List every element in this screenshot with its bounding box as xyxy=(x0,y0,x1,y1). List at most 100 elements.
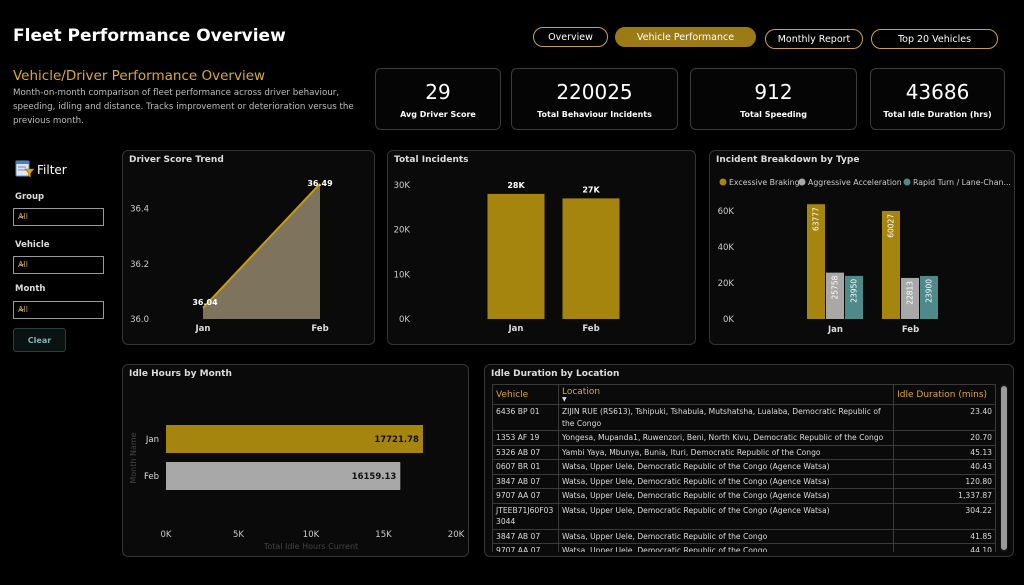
cell-idle-duration: 23.40 xyxy=(893,404,996,431)
table-scrollbar[interactable] xyxy=(1000,384,1008,552)
nav-monthly-report-button[interactable]: Monthly Report xyxy=(765,29,863,49)
x-tick-label: Jan xyxy=(195,324,211,334)
cell-location: ZIJIN RUE (RS613), Tshipuki, Tshabula, M… xyxy=(557,404,895,431)
y-tick-label: Feb xyxy=(144,472,159,482)
y-tick-label: 36.2 xyxy=(130,260,149,270)
kpi-label: Total Idle Duration (hrs) xyxy=(883,110,992,119)
kpi-label: Total Speeding xyxy=(740,110,807,119)
cell-location: Watsa, Upper Uele, Democratic Republic o… xyxy=(557,543,895,552)
legend-marker xyxy=(719,178,727,186)
y-tick-label: 36.0 xyxy=(130,315,149,325)
y-tick-label: 0K xyxy=(399,315,410,325)
table-row[interactable]: 5326 AB 07 Yambi Yaya, Mbunya, Bunia, Itu… xyxy=(492,444,996,460)
scrollbar-thumb[interactable] xyxy=(1001,386,1007,550)
cell-location: Yambi Yaya, Mbunya, Bunia, Ituri, Democr… xyxy=(557,444,895,460)
cell-idle-duration: 40.43 xyxy=(893,459,996,475)
x-tick-label: 20K xyxy=(448,530,465,540)
bar xyxy=(562,198,620,319)
chart-title: Idle Hours by Month xyxy=(129,369,232,379)
cell-idle-duration: 304.22 xyxy=(893,502,996,530)
filter-title: Filter xyxy=(37,163,67,177)
idle-duration-table: Vehicle Location ▼ Idle Duration (mins) … xyxy=(492,384,996,552)
bar xyxy=(901,277,919,319)
cell-idle-duration: 41.85 xyxy=(893,528,996,544)
cell-vehicle: 3847 AB 07 xyxy=(492,528,559,544)
kpi-value: 29 xyxy=(425,80,451,104)
column-header-idle-duration[interactable]: Idle Duration (mins) xyxy=(893,384,996,405)
table-row[interactable]: JTEEB71J60F03 3044 Watsa, Upper Uele, Dem… xyxy=(492,502,996,530)
cell-location: Watsa, Upper Uele, Democratic Republic o… xyxy=(557,528,895,544)
group-select-value: All xyxy=(18,212,28,221)
table-row[interactable]: 6436 BP 01 ZIJIN RUE (RS613), Tshipuki, T… xyxy=(492,404,996,431)
y-axis-title: Month Name xyxy=(129,432,138,483)
cell-idle-duration: 120.80 xyxy=(893,473,996,489)
nav-top20-vehicles-button[interactable]: Top 20 Vehicles xyxy=(871,29,998,49)
table-row[interactable]: 0607 BR 01 Watsa, Upper Uele, Democratic … xyxy=(492,459,996,475)
y-tick-label: 10K xyxy=(394,270,411,280)
data-label: 23950 xyxy=(850,279,859,303)
y-tick-label: 20K xyxy=(718,279,735,289)
legend-label: Aggressive Acceleration xyxy=(808,178,902,187)
cell-idle-duration: 44.10 xyxy=(893,543,996,552)
driver-score-trend-chart: 36.0 36.2 36.4 36.04 Jan 36.49 Feb xyxy=(130,179,333,334)
cell-location: Watsa, Upper Uele, Democratic Republic o… xyxy=(557,488,895,504)
chart-title: Driver Score Trend xyxy=(129,155,224,165)
cell-idle-duration: 45.13 xyxy=(893,444,996,460)
group-label: Group xyxy=(15,192,45,202)
kpi-card-total-idle-duration: 43686 Total Idle Duration (hrs) xyxy=(870,68,1005,130)
idle-table-container: Vehicle Location ▼ Idle Duration (mins) … xyxy=(492,384,996,552)
cell-vehicle: 9707 AA 07 xyxy=(492,488,559,504)
table-row[interactable]: 3847 AB 07 Watsa, Upper Uele, Democratic … xyxy=(492,473,996,489)
cell-vehicle: 9707 AA 07 xyxy=(492,543,559,552)
chart-title: Incident Breakdown by Type xyxy=(716,155,860,165)
month-select-value: All xyxy=(18,305,28,314)
bar xyxy=(882,210,900,319)
table-row[interactable]: 1353 AF 19 Yongesa, Mupanda1, Ruwenzori, … xyxy=(492,430,996,446)
bar xyxy=(920,275,938,319)
cell-vehicle: JTEEB71J60F03 3044 xyxy=(492,502,559,530)
kpi-value: 43686 xyxy=(905,80,970,104)
table-title: Idle Duration by Location xyxy=(491,369,620,379)
vehicle-label: Vehicle xyxy=(15,240,50,250)
y-tick-label: 30K xyxy=(394,181,411,191)
table-row[interactable]: 9707 AA 07 Watsa, Upper Uele, Democratic … xyxy=(492,543,996,552)
x-tick-label: 0K xyxy=(161,530,172,540)
column-header-location[interactable]: Location ▼ xyxy=(557,384,895,405)
cell-vehicle: 6436 BP 01 xyxy=(492,404,559,431)
sort-descending-icon: ▼ xyxy=(561,396,567,403)
x-tick-label: Jan xyxy=(508,324,524,334)
cell-vehicle: 0607 BR 01 xyxy=(492,459,559,475)
kpi-label: Avg Driver Score xyxy=(400,110,476,119)
column-header-location-label: Location xyxy=(561,387,601,397)
x-tick-label: 5K xyxy=(233,530,244,540)
y-tick-label: 20K xyxy=(394,226,411,236)
filter-icon xyxy=(15,160,35,178)
incident-breakdown-chart: Excessive Braking Aggressive Acceleration… xyxy=(718,178,1011,335)
data-label: 63777 xyxy=(812,207,821,231)
table-row[interactable]: 3847 AB 07 Watsa, Upper Uele, Democratic … xyxy=(492,528,996,544)
kpi-value: 220025 xyxy=(556,80,633,104)
x-tick-label: 15K xyxy=(375,530,392,540)
month-label: Month xyxy=(15,284,46,294)
y-tick-label: 40K xyxy=(718,243,735,253)
column-header-vehicle[interactable]: Vehicle xyxy=(492,384,559,405)
idle-hours-panel: Idle Hours by Month 0K 5K 10K 15K 20K Total I… xyxy=(122,364,469,557)
cell-location: Yongesa, Mupanda1, Ruwenzori, Beni, Nort… xyxy=(557,430,895,446)
kpi-card-total-behaviour-incidents: 220025 Total Behaviour Incidents xyxy=(511,68,678,130)
bar xyxy=(826,272,844,319)
table-row[interactable]: 9707 AA 07 Watsa, Upper Uele, Democratic … xyxy=(492,488,996,504)
month-select[interactable]: All ⌄ xyxy=(13,301,104,319)
nav-vehicle-performance-button[interactable]: Vehicle Performance xyxy=(615,27,756,47)
group-select[interactable]: All ⌄ xyxy=(13,208,104,226)
data-label: 36.49 xyxy=(307,179,333,188)
clear-filters-button[interactable]: Clear xyxy=(13,328,66,352)
legend-marker xyxy=(798,178,806,186)
vehicle-select[interactable]: All ⌄ xyxy=(13,256,104,274)
area-fill xyxy=(203,183,320,319)
chevron-down-icon: ⌄ xyxy=(18,304,26,314)
data-label: 25758 xyxy=(831,275,840,299)
legend-marker xyxy=(903,178,911,186)
total-incidents-panel: Total Incidents 0K 10K 20K 30K 28K Jan 27K Feb xyxy=(387,150,696,345)
page-title: Fleet Performance Overview xyxy=(13,26,286,46)
nav-overview-button[interactable]: Overview xyxy=(533,27,608,47)
